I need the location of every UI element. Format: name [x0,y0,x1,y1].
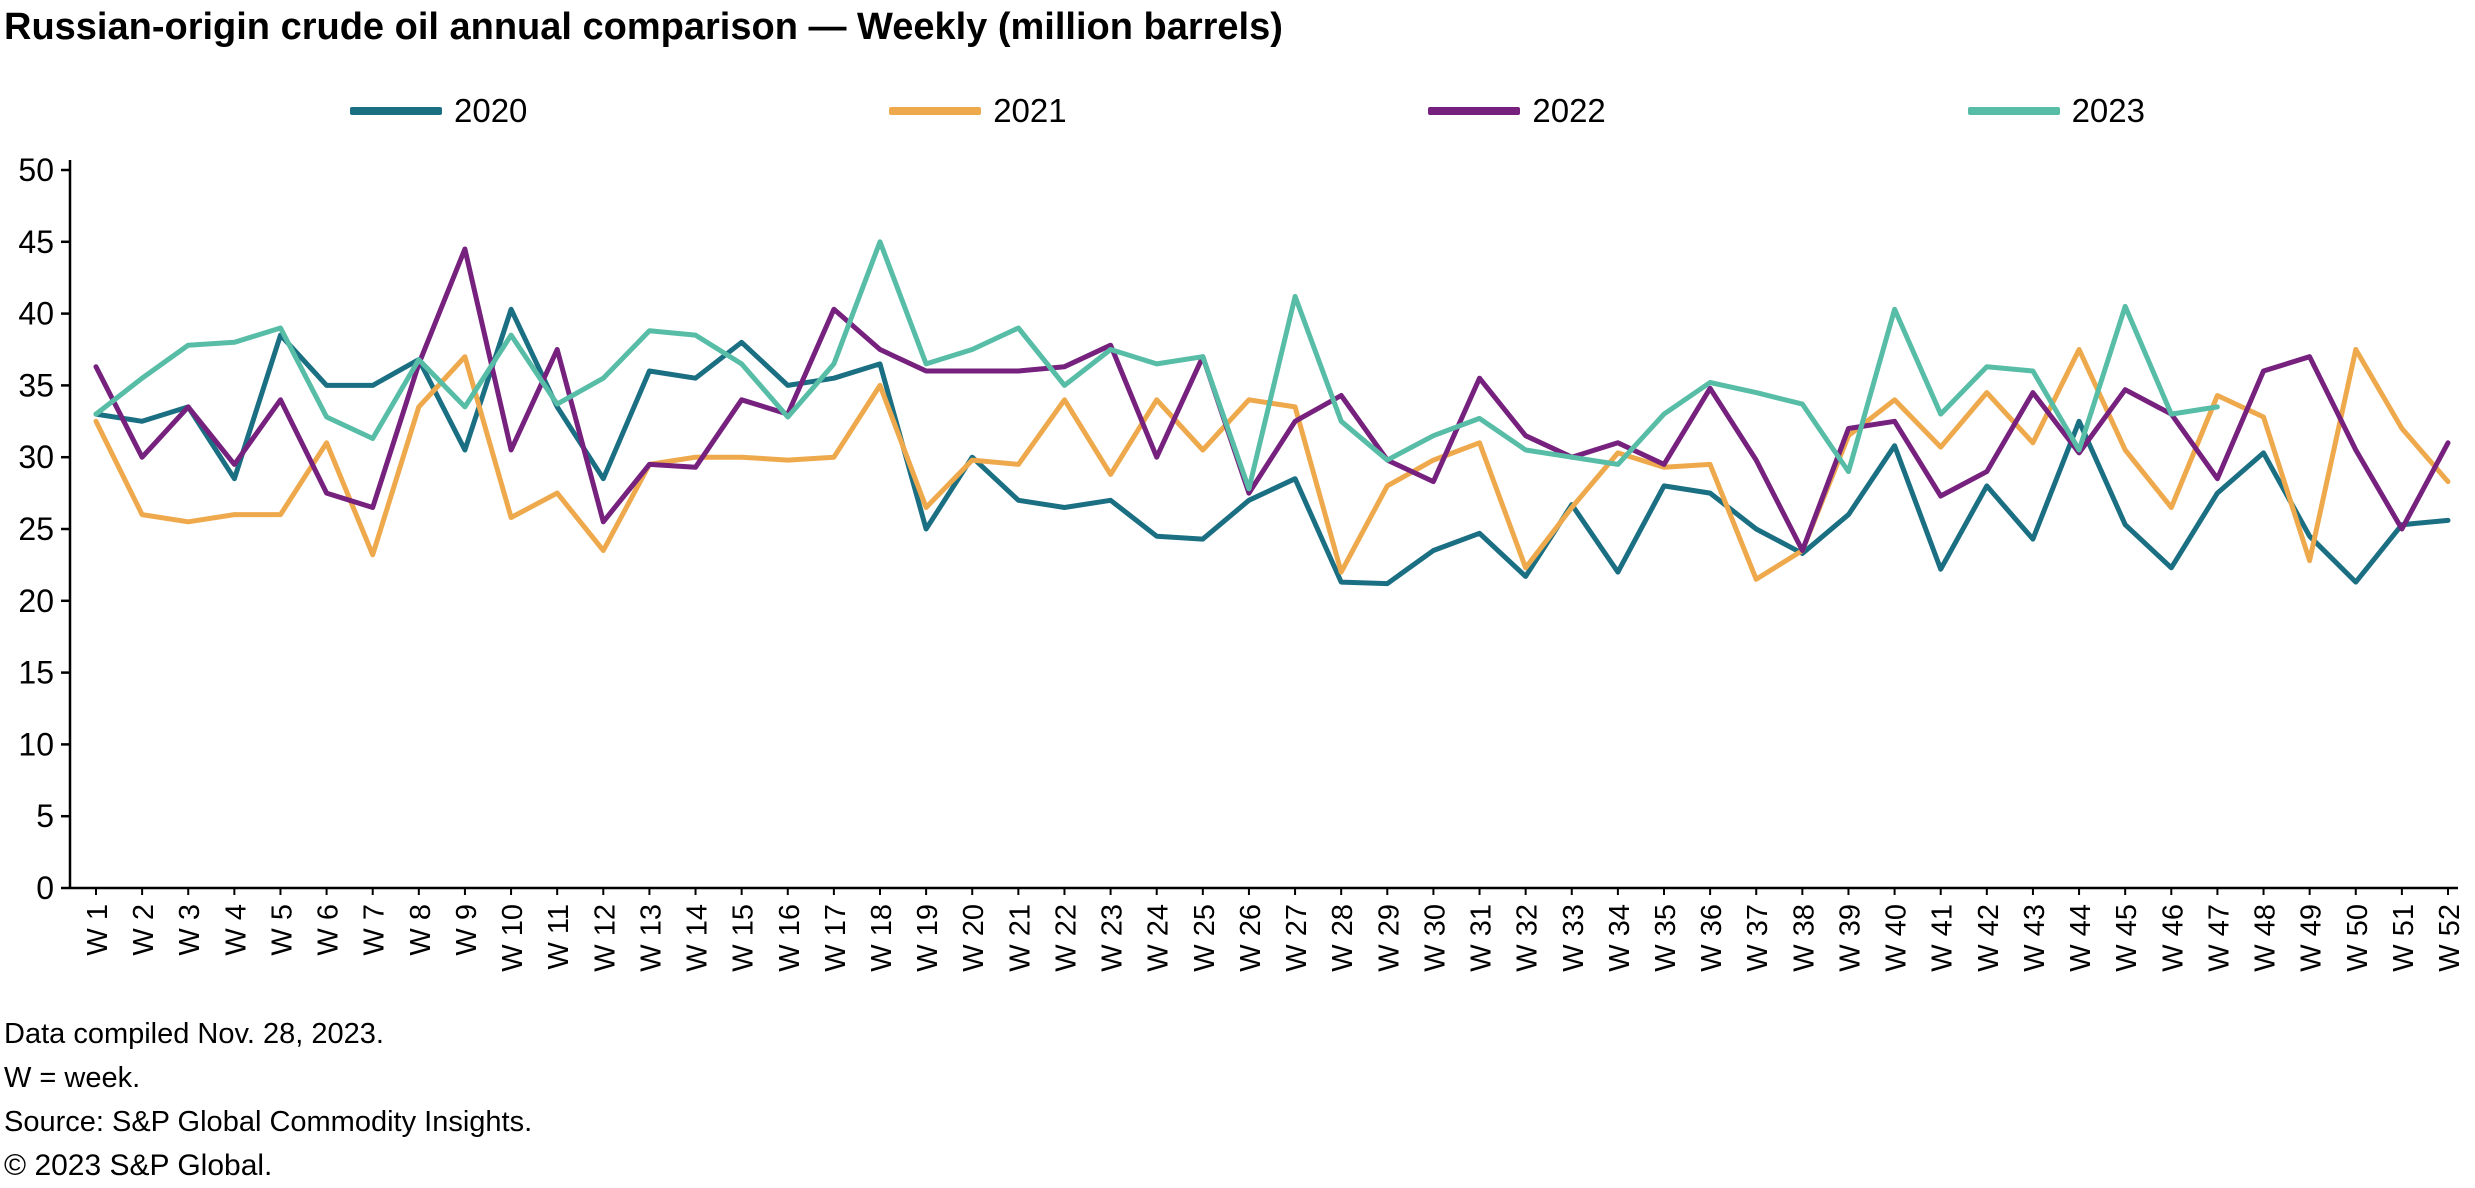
svg-text:W 12: W 12 [589,904,621,972]
svg-text:W 18: W 18 [866,904,898,972]
svg-text:W 43: W 43 [2019,904,2051,972]
svg-text:W 29: W 29 [1373,904,1405,972]
svg-text:W 7: W 7 [359,904,391,956]
svg-text:W 34: W 34 [1604,904,1636,972]
line-chart-plot: 0 5 10 15 20 25 30 35 40 45 50 W 1 W 2 W 3 W 4 W 5 W 6 W … [18,152,2466,972]
svg-text:W 35: W 35 [1650,904,1682,972]
svg-text:W 24: W 24 [1143,904,1175,972]
svg-text:W 25: W 25 [1189,904,1221,972]
svg-text:W 2: W 2 [128,904,160,956]
svg-text:W 3: W 3 [174,904,206,956]
svg-text:W 33: W 33 [1558,904,1590,972]
legend-swatch-2022 [1428,107,1521,115]
svg-text:W 28: W 28 [1327,904,1359,972]
svg-text:W 32: W 32 [1512,904,1544,972]
svg-text:W 46: W 46 [2157,904,2189,972]
svg-text:W 30: W 30 [1419,904,1451,972]
svg-text:W 20: W 20 [958,904,990,972]
svg-text:W 40: W 40 [1881,904,1913,972]
svg-text:W 47: W 47 [2203,904,2235,972]
svg-text:W 36: W 36 [1696,904,1728,972]
svg-text:W 51: W 51 [2388,904,2420,972]
chart-title: Russian-origin crude oil annual comparis… [4,6,1283,48]
svg-text:W 11: W 11 [543,904,575,970]
svg-text:W 17: W 17 [820,904,852,972]
svg-text:W 4: W 4 [220,904,252,956]
svg-text:W 44: W 44 [2065,904,2097,972]
svg-text:20: 20 [18,583,54,619]
svg-text:35: 35 [18,367,54,403]
svg-text:W 22: W 22 [1050,904,1082,972]
svg-text:W 5: W 5 [266,904,298,956]
legend-label-2023: 2023 [2071,92,2145,129]
svg-text:W 41: W 41 [1927,904,1959,972]
svg-text:W 13: W 13 [635,904,667,972]
svg-text:25: 25 [18,511,54,547]
footer-copyright: © 2023 S&P Global. [4,1149,273,1182]
svg-text:W 6: W 6 [313,904,345,956]
svg-text:W 16: W 16 [774,904,806,972]
legend-item-2023: 2023 [1967,92,2145,130]
svg-text:15: 15 [18,655,54,691]
svg-text:W 15: W 15 [728,904,760,972]
svg-text:W 39: W 39 [1834,904,1866,972]
svg-text:30: 30 [18,439,54,475]
svg-text:W 14: W 14 [682,904,714,972]
svg-text:W 9: W 9 [451,904,483,956]
svg-text:W 19: W 19 [912,904,944,972]
chart-legend: 2020 2021 2022 2023 [350,92,2145,130]
legend-item-2021: 2021 [889,92,1067,130]
legend-label-2020: 2020 [454,92,528,129]
footer-week-note: W = week. [4,1062,141,1094]
legend-item-2022: 2022 [1428,92,1606,130]
svg-text:0: 0 [36,870,54,906]
svg-text:W 45: W 45 [2111,904,2143,972]
svg-text:W 27: W 27 [1281,904,1313,972]
svg-text:W 10: W 10 [497,904,529,972]
svg-text:W 52: W 52 [2434,904,2466,972]
legend-swatch-2021 [889,107,982,115]
svg-text:W 48: W 48 [2250,904,2282,972]
legend-label-2021: 2021 [993,92,1067,129]
svg-text:W 21: W 21 [1004,904,1036,972]
legend-label-2022: 2022 [1532,92,1606,129]
svg-text:W 37: W 37 [1742,904,1774,972]
svg-text:50: 50 [18,152,54,188]
svg-text:10: 10 [18,726,54,762]
svg-text:5: 5 [36,798,54,834]
footer-source: Source: S&P Global Commodity Insights. [4,1106,533,1138]
chart-footer: Data compiled Nov. 28, 2023. W = week. S… [4,1012,532,1188]
svg-text:W 8: W 8 [405,904,437,956]
legend-swatch-2020 [350,107,442,115]
svg-text:40: 40 [18,296,54,332]
footer-compiled: Data compiled Nov. 28, 2023. [4,1018,384,1050]
svg-text:W 1: W 1 [82,904,114,956]
legend-item-2020: 2020 [350,92,527,130]
svg-text:W 50: W 50 [2342,904,2374,972]
svg-text:W 42: W 42 [1973,904,2005,972]
legend-swatch-2023 [1967,107,2060,115]
svg-text:W 49: W 49 [2296,904,2328,972]
svg-text:W 23: W 23 [1097,904,1129,972]
svg-text:45: 45 [18,224,54,260]
svg-text:W 31: W 31 [1466,904,1498,972]
svg-text:W 26: W 26 [1235,904,1267,972]
svg-text:W 38: W 38 [1788,904,1820,972]
